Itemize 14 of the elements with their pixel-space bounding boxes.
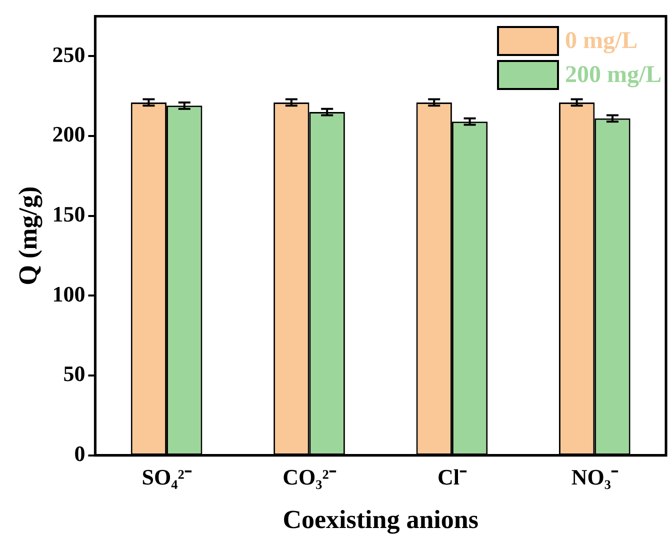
y-tick-label: 0	[74, 441, 86, 466]
y-tick-label: 100	[52, 281, 86, 306]
y-tick-label: 250	[52, 42, 86, 67]
x-axis-title: Coexisting anions	[282, 505, 478, 534]
y-tick-label: 200	[52, 122, 86, 147]
y-axis-title: Q (mg/g)	[13, 186, 42, 286]
legend-label: 200 mg/L	[565, 62, 662, 89]
legend-label: 0 mg/L	[565, 28, 638, 55]
x-tick-label: Cl⁻	[437, 464, 468, 490]
x-tick-label: SO₄²⁻	[142, 464, 192, 490]
x-tick-label: CO₃²⁻	[282, 464, 337, 490]
x-tick-label: NO₃⁻	[571, 464, 619, 490]
y-tick-label: 50	[63, 361, 86, 386]
y-tick-label: 150	[52, 202, 86, 227]
